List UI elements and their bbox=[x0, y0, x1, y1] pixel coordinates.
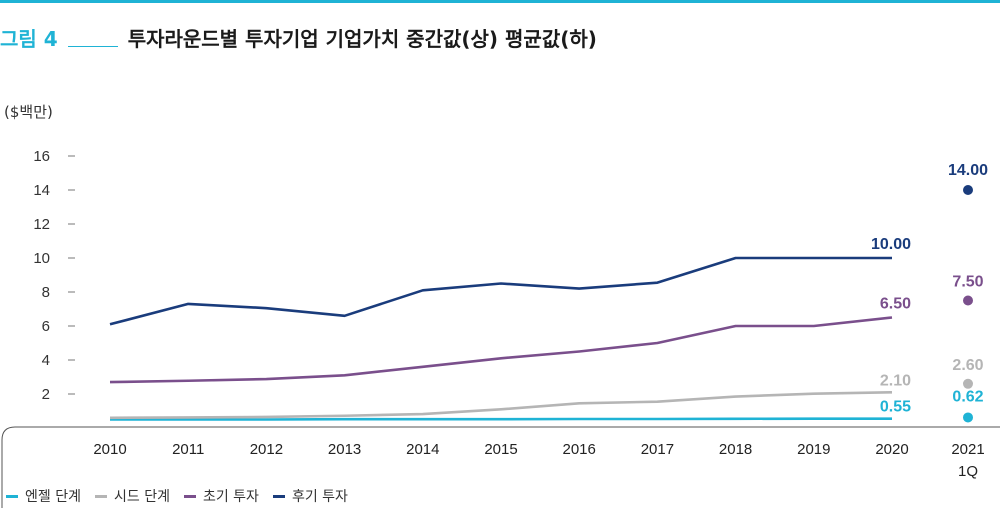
y-tick-label: 16 bbox=[33, 148, 50, 165]
legend-label-early: 초기 투자 bbox=[202, 489, 259, 505]
legend-label-seed: 시드 단계 bbox=[113, 489, 170, 505]
series-end-label-2: 6.50 bbox=[880, 296, 911, 313]
x-tick-label: 2019 bbox=[797, 441, 830, 458]
x-tick-label: 2013 bbox=[328, 441, 361, 458]
point-2021-label-1: 2.60 bbox=[952, 357, 983, 374]
point-2021-2 bbox=[963, 295, 973, 306]
figure-title: 투자라운드별 투자기업 기업가치 중간값(상) 평균값(하) bbox=[127, 26, 597, 51]
legend-swatch-late bbox=[272, 494, 285, 498]
series-line-0 bbox=[110, 417, 892, 421]
top-rule bbox=[0, 0, 1000, 3]
chart-legend: 엔젤 단계 시드 단계 초기 투자 후기 투자 bbox=[6, 486, 362, 506]
legend-swatch-early bbox=[183, 494, 196, 498]
legend-item-late: 후기 투자 bbox=[272, 486, 348, 506]
series-line-3 bbox=[109, 256, 892, 326]
legend-swatch-seed bbox=[94, 494, 107, 498]
point-2021-label-0: 0.62 bbox=[952, 388, 983, 405]
legend-item-seed: 시드 단계 bbox=[94, 486, 170, 506]
x-tick-label: 2021 bbox=[951, 441, 984, 458]
y-axis-unit-label: ($백만) bbox=[4, 103, 53, 121]
legend-swatch-angel bbox=[6, 494, 18, 498]
x-axis-line bbox=[1, 426, 1000, 508]
point-2021-3 bbox=[963, 185, 973, 195]
series-line-2 bbox=[109, 316, 893, 384]
x-tick-label: 2015 bbox=[484, 441, 517, 458]
x-tick-label: 2018 bbox=[719, 441, 752, 458]
point-2021-label-2: 7.50 bbox=[952, 274, 983, 291]
y-tick-label: 12 bbox=[33, 216, 50, 233]
x-tick-label: 2010 bbox=[93, 441, 126, 458]
figure-title-bar: 그림 4 투자라운드별 투자기업 기업가치 중간값(상) 평균값(하) bbox=[0, 22, 597, 52]
y-tick-label: 6 bbox=[42, 318, 50, 335]
series-line-1 bbox=[109, 391, 893, 420]
x-tick-label: 2016 bbox=[563, 441, 596, 458]
series-end-label-1: 2.10 bbox=[880, 372, 911, 389]
point-2021-0 bbox=[963, 412, 973, 423]
figure-number: 그림 4 bbox=[0, 26, 58, 51]
x-tick-label: 2020 bbox=[875, 441, 908, 458]
legend-item-early: 초기 투자 bbox=[183, 486, 259, 506]
point-2021-1 bbox=[963, 378, 973, 389]
y-tick-label: 4 bbox=[42, 352, 50, 369]
title-divider bbox=[67, 45, 118, 47]
x-tick-label: 2011 bbox=[172, 441, 204, 458]
point-2021-label-3: 14.00 bbox=[948, 162, 988, 179]
x-tick-label: 2017 bbox=[641, 441, 674, 458]
x-tick-label: 2012 bbox=[250, 441, 283, 458]
legend-item-angel: 엔젤 단계 bbox=[6, 486, 81, 506]
series-end-label-0: 0.55 bbox=[880, 399, 911, 416]
y-tick-label: 10 bbox=[33, 250, 50, 267]
x-tick-label: 2014 bbox=[406, 441, 439, 458]
legend-label-angel: 엔젤 단계 bbox=[25, 489, 81, 505]
legend-label-late: 후기 투자 bbox=[291, 489, 348, 505]
y-tick-label: 14 bbox=[33, 182, 50, 199]
series-end-label-3: 10.00 bbox=[871, 236, 911, 253]
y-tick-label: 2 bbox=[42, 386, 50, 403]
y-tick-label: 8 bbox=[42, 284, 50, 301]
x-tick-label-quarter: 1Q bbox=[958, 463, 978, 480]
